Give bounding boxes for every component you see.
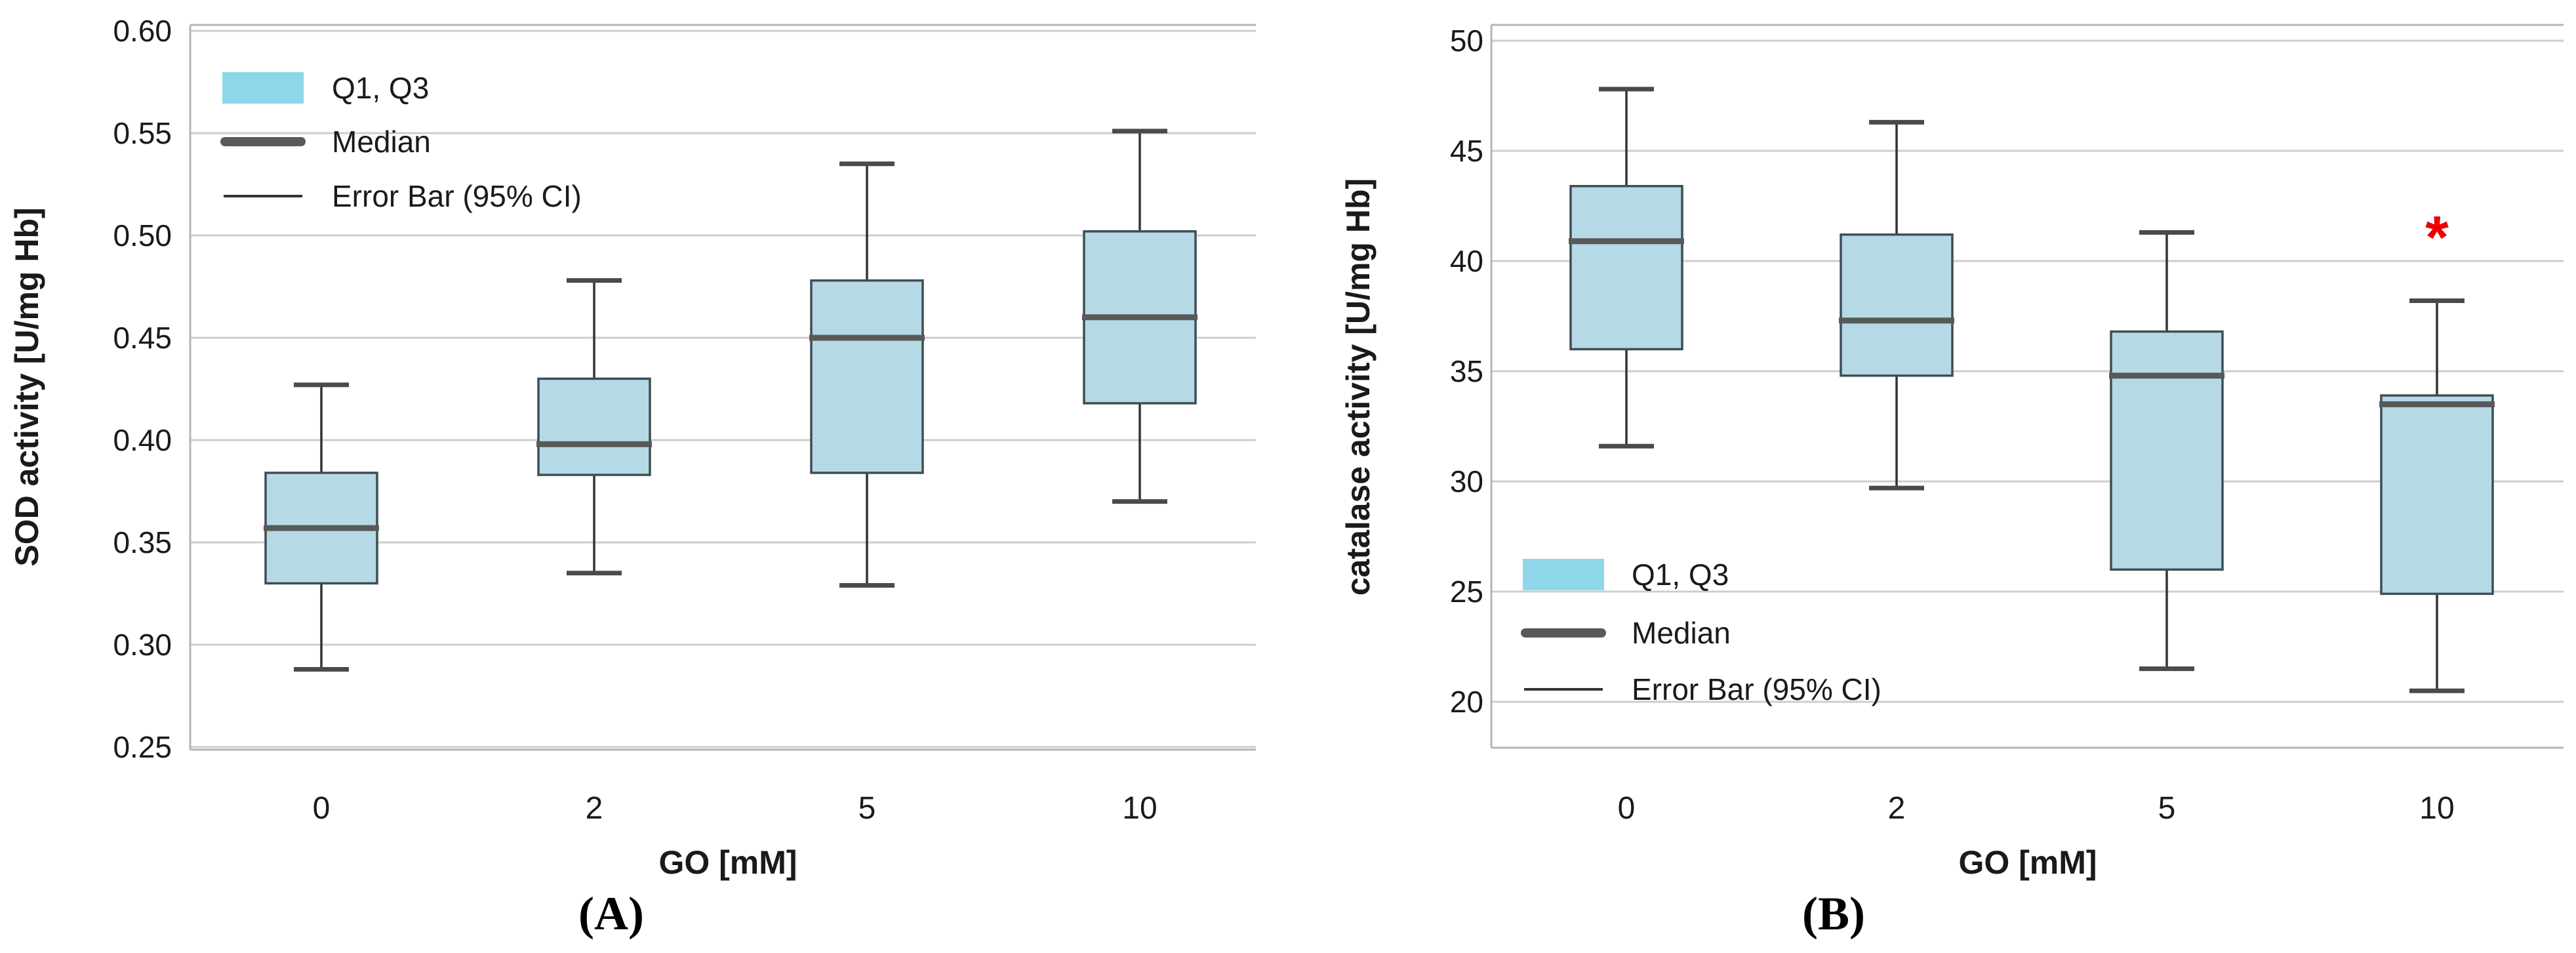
- iqr-box: [537, 377, 651, 476]
- x-tick-label: 2: [1888, 791, 1906, 826]
- x-tick-label: 2: [586, 791, 603, 826]
- y-tick-label: 45: [1450, 134, 1483, 168]
- iqr-box: [810, 279, 924, 474]
- x-tick-label: 5: [858, 791, 876, 826]
- box-plot-go-5: [809, 161, 925, 588]
- y-tick-label: 0.60: [113, 14, 172, 48]
- panel-b-caption: (B): [1802, 887, 1865, 940]
- y-axis-label: catalase activity [U/mg Hb]: [1340, 178, 1377, 596]
- box-plot-go-2: [1839, 119, 1954, 491]
- y-tick-label: 0.45: [113, 321, 172, 355]
- legend-q1q3-swatch: [1523, 559, 1604, 590]
- x-axis-label: GO [mM]: [658, 844, 797, 881]
- panel-a-caption: (A): [578, 887, 644, 940]
- y-axis-label: SOD activity [U/mg Hb]: [9, 207, 45, 566]
- y-tick-label: 35: [1450, 354, 1483, 388]
- box-plot-go-10: [2379, 298, 2495, 693]
- box-plot-go-10: [1082, 129, 1197, 504]
- y-tick-label: 30: [1450, 464, 1483, 498]
- box-plot-go-0: [1569, 87, 1684, 449]
- iqr-box: [1569, 185, 1683, 351]
- legend-item-label: Median: [1632, 616, 1731, 650]
- iqr-box: [1840, 233, 1954, 377]
- legend: Q1, Q3 Median Error Bar (95% CI): [220, 71, 582, 213]
- legend-item-label: Median: [332, 125, 431, 159]
- y-tick-label: 0.30: [113, 628, 172, 662]
- legend-item-label: Q1, Q3: [1632, 558, 1729, 592]
- sod-activity-boxplot-panel: 0.25 0.30 0.35 0.40 0.45 0.50 0.55 0.60 SOD acti…: [9, 14, 1256, 881]
- box-plot-go-5: [2109, 230, 2224, 672]
- legend-item-label: Error Bar (95% CI): [1632, 672, 1882, 706]
- y-tick-label: 0.35: [113, 525, 172, 559]
- y-tick-label: 0.40: [113, 423, 172, 457]
- box-plot-go-0: [264, 382, 379, 672]
- y-tick-label: 40: [1450, 244, 1483, 278]
- legend-item-label: Q1, Q3: [332, 71, 429, 105]
- y-tick-label: 50: [1450, 24, 1483, 58]
- legend: Q1, Q3 Median Error Bar (95% CI): [1521, 558, 1882, 706]
- iqr-box: [2380, 394, 2494, 596]
- y-tick-label: 0.50: [113, 218, 172, 253]
- box-plot-go-2: [536, 278, 652, 576]
- x-tick-label: 10: [2419, 791, 2454, 826]
- legend-item-label: Error Bar (95% CI): [332, 179, 582, 213]
- x-tick-label: 0: [1618, 791, 1636, 826]
- x-tick-label: 10: [1122, 791, 1157, 826]
- x-tick-label: 5: [2158, 791, 2176, 826]
- y-tick-label: 25: [1450, 575, 1483, 609]
- legend-q1q3-swatch: [222, 72, 304, 104]
- y-tick-label: 0.55: [113, 116, 172, 150]
- x-tick-label: 0: [313, 791, 331, 826]
- y-tick-label: 0.25: [113, 730, 172, 764]
- significance-asterisk: *: [2425, 205, 2449, 272]
- x-axis-label: GO [mM]: [1958, 844, 2097, 881]
- iqr-box: [2110, 330, 2224, 571]
- y-tick-label: 20: [1450, 685, 1483, 719]
